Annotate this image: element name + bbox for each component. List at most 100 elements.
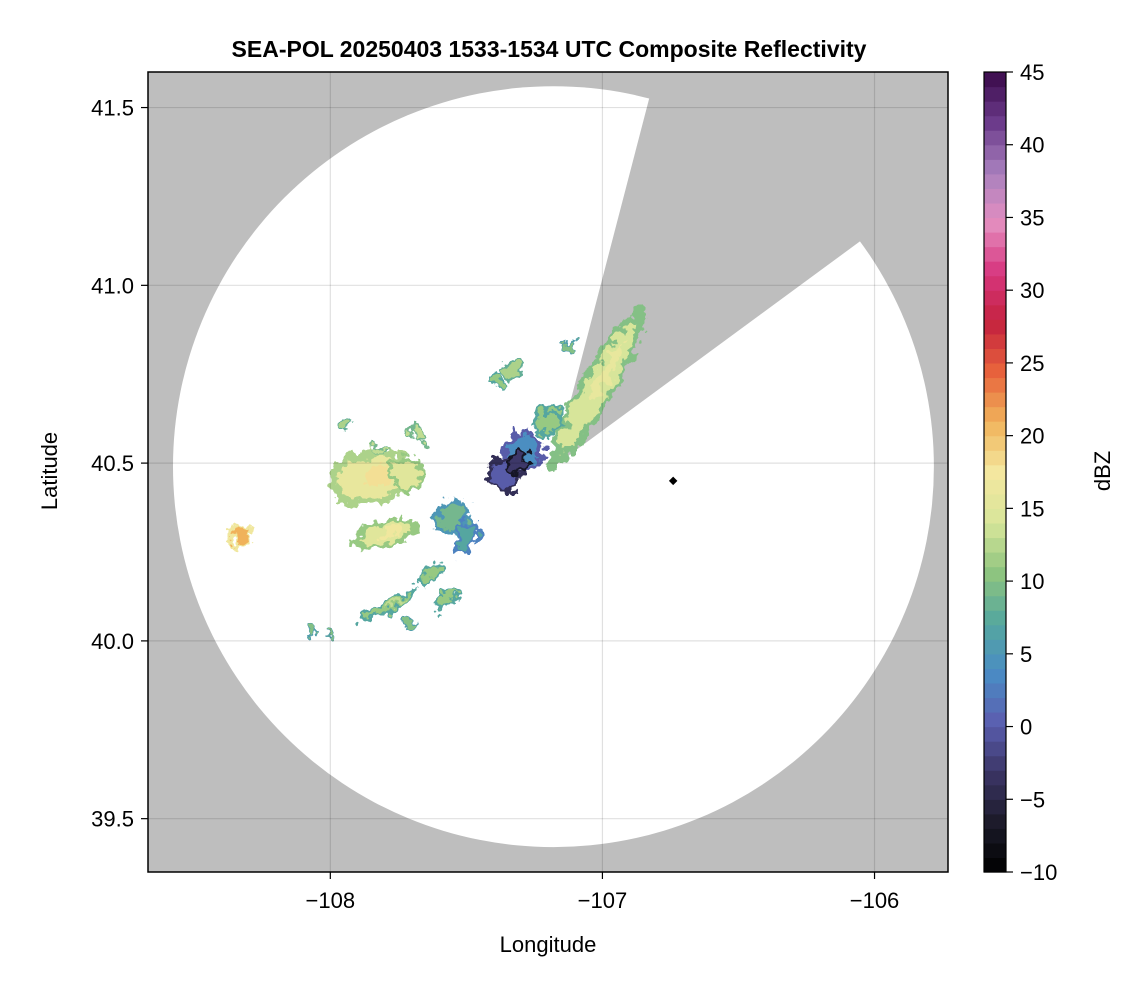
plot-area	[148, 72, 948, 872]
colorbar-cell	[984, 595, 1006, 611]
radar-site-marker	[668, 476, 678, 486]
colorbar-cell	[984, 842, 1006, 859]
echo-core	[337, 419, 351, 429]
colorbar-cell	[984, 857, 1006, 873]
colorbar-cell	[984, 72, 1006, 88]
colorbar-tick-label: 15	[1020, 496, 1044, 521]
echo-peak	[364, 465, 395, 486]
colorbar-cell	[984, 450, 1006, 466]
colorbar-cell	[984, 202, 1006, 219]
colorbar-cell	[984, 479, 1006, 495]
colorbar-cell	[984, 566, 1006, 582]
colorbar-cell	[984, 232, 1006, 248]
echo-region	[373, 443, 385, 455]
colorbar-cell	[984, 406, 1006, 422]
echo-core	[419, 565, 443, 582]
x-tick-label: −108	[306, 888, 356, 913]
echo-region	[357, 590, 418, 621]
colorbar-cell	[984, 741, 1006, 757]
colorbar-cell	[984, 668, 1006, 684]
colorbar-cell	[984, 799, 1006, 815]
x-axis-label: Longitude	[500, 932, 597, 957]
colorbar-cell	[984, 624, 1006, 640]
echo-core	[489, 376, 503, 387]
colorbar-cell	[984, 610, 1006, 626]
colorbar-cell	[984, 755, 1006, 771]
colorbar-frame	[983, 71, 1007, 873]
echo-core	[402, 619, 416, 627]
echo-region	[453, 520, 480, 556]
echo-peak	[379, 526, 403, 539]
colorbar-cell	[984, 159, 1006, 175]
colorbar-cell	[984, 813, 1006, 829]
plot-frame	[147, 71, 949, 873]
colorbar-cell	[984, 115, 1006, 131]
echo-core	[391, 461, 422, 487]
colorbar-cell	[984, 581, 1006, 597]
echo-region	[326, 630, 335, 638]
echo-region	[305, 624, 317, 636]
echo-region	[501, 360, 524, 382]
echo-core	[327, 631, 334, 637]
colorbar-cell	[984, 319, 1006, 335]
echo-region	[533, 404, 563, 437]
colorbar-cell	[984, 173, 1006, 189]
colorbar-cell	[984, 421, 1006, 437]
colorbar-cell	[984, 522, 1006, 539]
colorbar-cell	[984, 275, 1006, 291]
colorbar-cell	[984, 828, 1006, 844]
echo-region	[352, 518, 417, 551]
colorbar-tick-label: 40	[1020, 133, 1044, 158]
colorbar-cell	[984, 290, 1006, 306]
x-axis: −108 −107 −106	[306, 872, 899, 913]
echo-region	[335, 416, 353, 432]
echo-core	[437, 589, 458, 608]
y-tick-label: 40.5	[91, 451, 134, 476]
colorbar-cell	[984, 101, 1006, 117]
y-tick-label: 41.0	[91, 273, 134, 298]
echo-core	[504, 363, 522, 379]
colorbar-tick-label: 0	[1020, 715, 1032, 740]
colorbar-cell	[984, 653, 1006, 669]
echo-region	[564, 340, 576, 352]
colorbar-cell	[984, 217, 1006, 233]
colorbar-cell	[984, 130, 1006, 146]
echo-core	[565, 342, 575, 350]
colorbar-cell	[984, 188, 1006, 204]
colorbar-tick-label: 30	[1020, 278, 1044, 303]
colorbar-cell	[984, 144, 1006, 160]
echo-peak	[382, 597, 404, 608]
colorbar-cell	[984, 304, 1006, 320]
colorbar-cell	[984, 333, 1006, 349]
colorbar-cell	[984, 537, 1006, 553]
echo-region	[409, 424, 426, 446]
echo-core	[375, 445, 384, 453]
echo-region	[505, 451, 531, 476]
echo-core	[508, 454, 528, 473]
colorbar-tick-label: −10	[1020, 860, 1057, 885]
colorbar-cell	[984, 86, 1006, 102]
colorbar-tick-label: 10	[1020, 569, 1044, 594]
colorbar-cell	[984, 246, 1006, 262]
y-axis-label: Latitude	[37, 432, 62, 510]
echo-region	[434, 497, 471, 536]
colorbar-tick-label: −5	[1020, 787, 1045, 812]
colorbar-cell	[984, 362, 1006, 379]
colorbar-tick-label: 45	[1020, 60, 1044, 85]
colorbar-cell	[984, 261, 1006, 277]
colorbar-cell	[984, 682, 1006, 699]
echo-region	[227, 525, 254, 551]
colorbar-tick-label: 5	[1020, 642, 1032, 667]
echo-core	[537, 408, 559, 433]
echo-region	[401, 617, 418, 629]
colorbar-cell	[984, 464, 1006, 480]
echo-core	[439, 502, 466, 531]
colorbar-cell	[984, 348, 1006, 364]
y-tick-label: 40.0	[91, 629, 134, 654]
y-tick-label: 41.5	[91, 96, 134, 121]
echo-core	[307, 626, 316, 634]
colorbar-cell	[984, 493, 1006, 509]
colorbar-tick-label: 25	[1020, 351, 1044, 376]
colorbar-cell	[984, 435, 1006, 451]
